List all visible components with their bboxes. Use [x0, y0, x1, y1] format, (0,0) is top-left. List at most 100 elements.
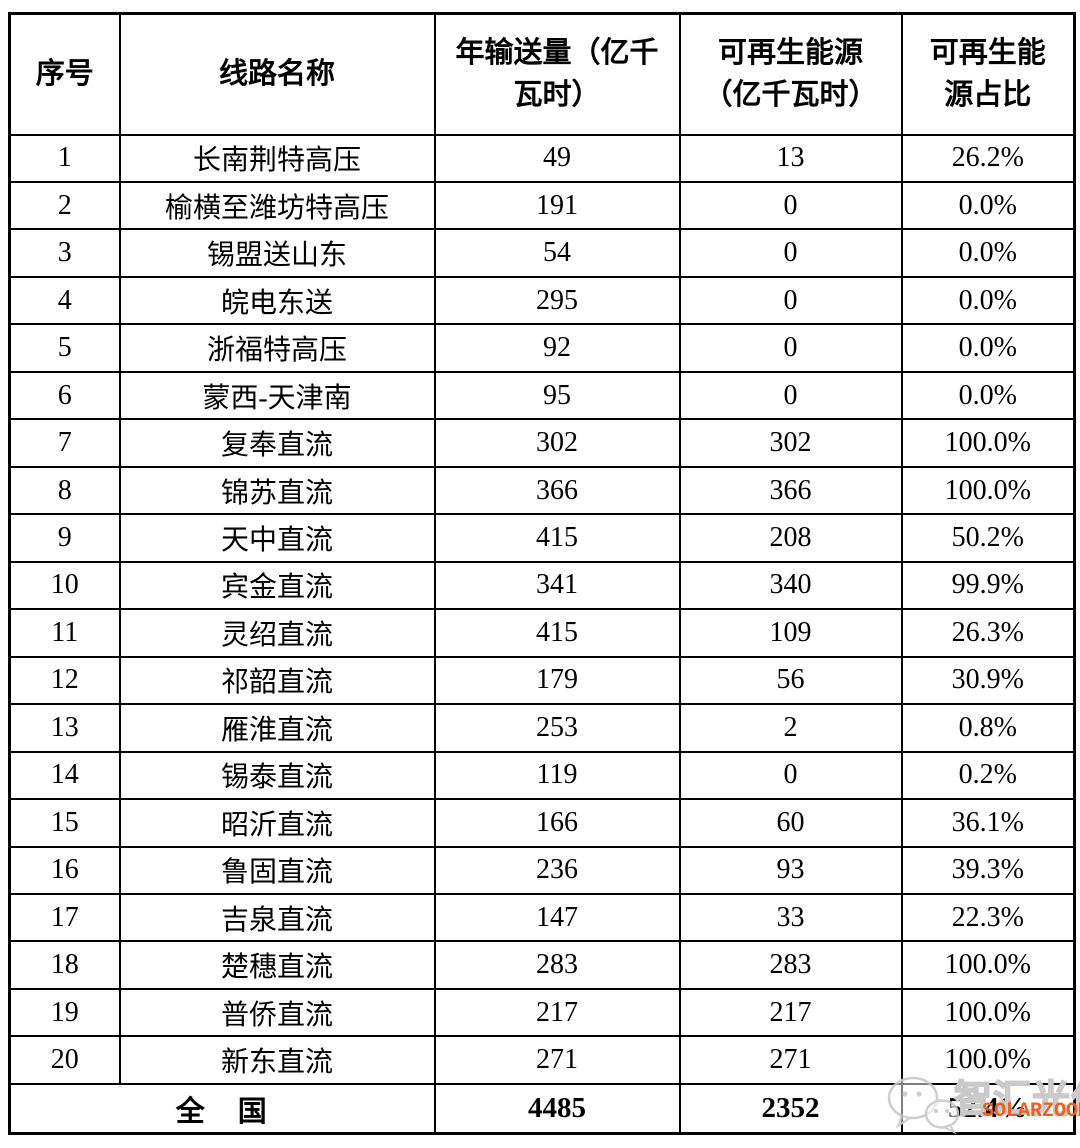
cell-share: 100.0%: [900, 987, 1076, 1038]
cell-line-name: 复奉直流: [118, 418, 436, 468]
cell-no: 10: [8, 560, 121, 611]
cell-no: 1: [8, 133, 121, 183]
cell-transmission: 341: [433, 560, 681, 611]
cell-share: 0.8%: [900, 703, 1076, 753]
cell-renewable: 0: [678, 750, 903, 801]
cell-line-name: 雁淮直流: [118, 703, 436, 753]
cell-renewable: 283: [678, 940, 903, 990]
table-row: 19 普侨直流 217 217 100.0%: [8, 987, 1076, 1038]
cell-share: 99.9%: [900, 560, 1076, 611]
cell-renewable: 340: [678, 560, 903, 611]
cell-line-name: 蒙西-天津南: [118, 370, 436, 421]
cell-renewable: 0: [678, 323, 903, 373]
table-row: 12 祁韶直流 179 56 30.9%: [8, 655, 1076, 706]
cell-no: 6: [8, 370, 121, 421]
table-row: 15 昭沂直流 166 60 36.1%: [8, 798, 1076, 848]
col-header-no: 序号: [8, 12, 121, 136]
table-row: 5 浙福特高压 92 0 0.0%: [8, 323, 1076, 373]
cell-transmission: 49: [433, 133, 681, 183]
cell-share: 26.2%: [900, 133, 1076, 183]
cell-line-name: 普侨直流: [118, 987, 436, 1038]
header-row: 序号 线路名称 年输送量（亿千 瓦时） 可再生能源 （亿千瓦时） 可再生能 源占…: [8, 12, 1076, 136]
cell-no: 9: [8, 513, 121, 563]
cell-line-name: 宾金直流: [118, 560, 436, 611]
cell-renewable: 302: [678, 418, 903, 468]
cell-renewable: 56: [678, 655, 903, 706]
col-header-renewable: 可再生能源 （亿千瓦时）: [678, 12, 903, 136]
table-row: 11 灵绍直流 415 109 26.3%: [8, 608, 1076, 658]
cell-line-name: 祁韶直流: [118, 655, 436, 706]
cell-share: 100.0%: [900, 1035, 1076, 1085]
cell-no: 17: [8, 892, 121, 943]
cell-no: 3: [8, 228, 121, 278]
cell-transmission: 271: [433, 1035, 681, 1085]
table-row: 3 锡盟送山东 54 0 0.0%: [8, 228, 1076, 278]
cell-share: 26.3%: [900, 608, 1076, 658]
cell-renewable: 271: [678, 1035, 903, 1085]
cell-line-name: 吉泉直流: [118, 892, 436, 943]
cell-renewable: 93: [678, 845, 903, 896]
cell-transmission: 179: [433, 655, 681, 706]
cell-transmission: 302: [433, 418, 681, 468]
cell-no: 16: [8, 845, 121, 896]
table-row: 1 长南荆特高压 49 13 26.2%: [8, 133, 1076, 183]
cell-no: 14: [8, 750, 121, 801]
cell-transmission: 217: [433, 987, 681, 1038]
cell-transmission: 95: [433, 370, 681, 421]
cell-line-name: 榆横至潍坊特高压: [118, 180, 436, 231]
cell-renewable: 60: [678, 798, 903, 848]
table-row: 17 吉泉直流 147 33 22.3%: [8, 892, 1076, 943]
cell-renewable: 208: [678, 513, 903, 563]
col-header-share: 可再生能 源占比: [900, 12, 1076, 136]
cell-share: 100.0%: [900, 418, 1076, 468]
cell-transmission: 147: [433, 892, 681, 943]
table-row: 2 榆横至潍坊特高压 191 0 0.0%: [8, 180, 1076, 231]
cell-line-name: 天中直流: [118, 513, 436, 563]
total-row: 全 国 4485 2352 52.4%: [8, 1083, 1076, 1135]
cell-line-name: 灵绍直流: [118, 608, 436, 658]
cell-renewable: 366: [678, 465, 903, 516]
total-label: 全 国: [8, 1083, 436, 1135]
cell-transmission: 92: [433, 323, 681, 373]
cell-transmission: 119: [433, 750, 681, 801]
cell-transmission: 236: [433, 845, 681, 896]
cell-share: 0.0%: [900, 275, 1076, 326]
col-header-transmission: 年输送量（亿千 瓦时）: [433, 12, 681, 136]
cell-no: 8: [8, 465, 121, 516]
cell-transmission: 283: [433, 940, 681, 990]
table-row: 16 鲁固直流 236 93 39.3%: [8, 845, 1076, 896]
cell-renewable: 0: [678, 228, 903, 278]
cell-renewable: 0: [678, 275, 903, 326]
table-row: 6 蒙西-天津南 95 0 0.0%: [8, 370, 1076, 421]
cell-transmission: 191: [433, 180, 681, 231]
cell-no: 18: [8, 940, 121, 990]
cell-line-name: 锡泰直流: [118, 750, 436, 801]
cell-renewable: 0: [678, 370, 903, 421]
cell-no: 7: [8, 418, 121, 468]
table-row: 9 天中直流 415 208 50.2%: [8, 513, 1076, 563]
total-renewable: 2352: [678, 1083, 903, 1135]
cell-renewable: 2: [678, 703, 903, 753]
cell-share: 100.0%: [900, 465, 1076, 516]
cell-line-name: 新东直流: [118, 1035, 436, 1085]
cell-no: 13: [8, 703, 121, 753]
cell-line-name: 锦苏直流: [118, 465, 436, 516]
table-row: 14 锡泰直流 119 0 0.2%: [8, 750, 1076, 801]
cell-transmission: 415: [433, 513, 681, 563]
cell-share: 0.0%: [900, 323, 1076, 373]
cell-share: 22.3%: [900, 892, 1076, 943]
cell-no: 11: [8, 608, 121, 658]
table-row: 7 复奉直流 302 302 100.0%: [8, 418, 1076, 468]
table-row: 18 楚穗直流 283 283 100.0%: [8, 940, 1076, 990]
cell-no: 15: [8, 798, 121, 848]
total-transmission: 4485: [433, 1083, 681, 1135]
cell-share: 0.0%: [900, 228, 1076, 278]
cell-no: 5: [8, 323, 121, 373]
cell-transmission: 253: [433, 703, 681, 753]
cell-renewable: 13: [678, 133, 903, 183]
table-row: 20 新东直流 271 271 100.0%: [8, 1035, 1076, 1085]
cell-share: 0.0%: [900, 180, 1076, 231]
table-footer: 全 国 4485 2352 52.4%: [8, 1083, 1076, 1135]
col-header-name: 线路名称: [118, 12, 436, 136]
cell-line-name: 楚穗直流: [118, 940, 436, 990]
